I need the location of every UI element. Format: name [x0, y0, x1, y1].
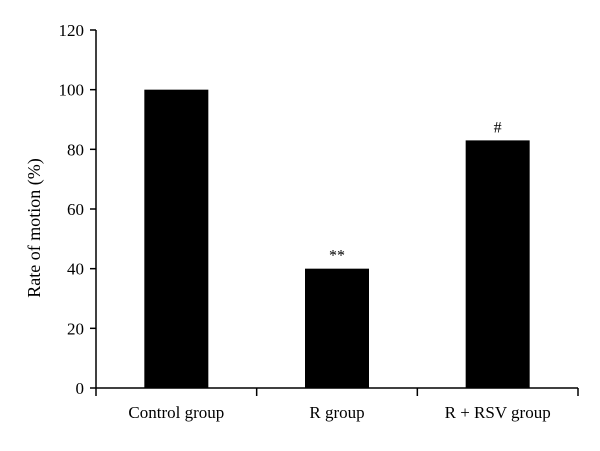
category-label-0: Control group	[128, 403, 224, 422]
y-axis-title: Rate of motion (%)	[24, 158, 45, 297]
significance-label-2: #	[494, 119, 502, 136]
category-label-1: R group	[309, 403, 364, 422]
category-label-2: R + RSV group	[445, 403, 551, 422]
y-tick-label-1: 20	[67, 319, 84, 338]
y-tick-label-5: 100	[59, 81, 85, 100]
y-tick-label-3: 60	[67, 200, 84, 219]
plot-area: 0 20 40 60 80 100 120 Control group R group ** R +…	[59, 21, 579, 422]
y-tick-label-4: 80	[67, 140, 84, 159]
y-tick-label-6: 120	[59, 21, 85, 40]
bar-0	[144, 89, 209, 389]
bar-2	[465, 140, 530, 388]
y-tick-label-2: 40	[67, 260, 84, 279]
y-tick-label-0: 0	[76, 379, 85, 398]
bar-1	[305, 268, 369, 388]
significance-label-1: **	[329, 248, 345, 265]
